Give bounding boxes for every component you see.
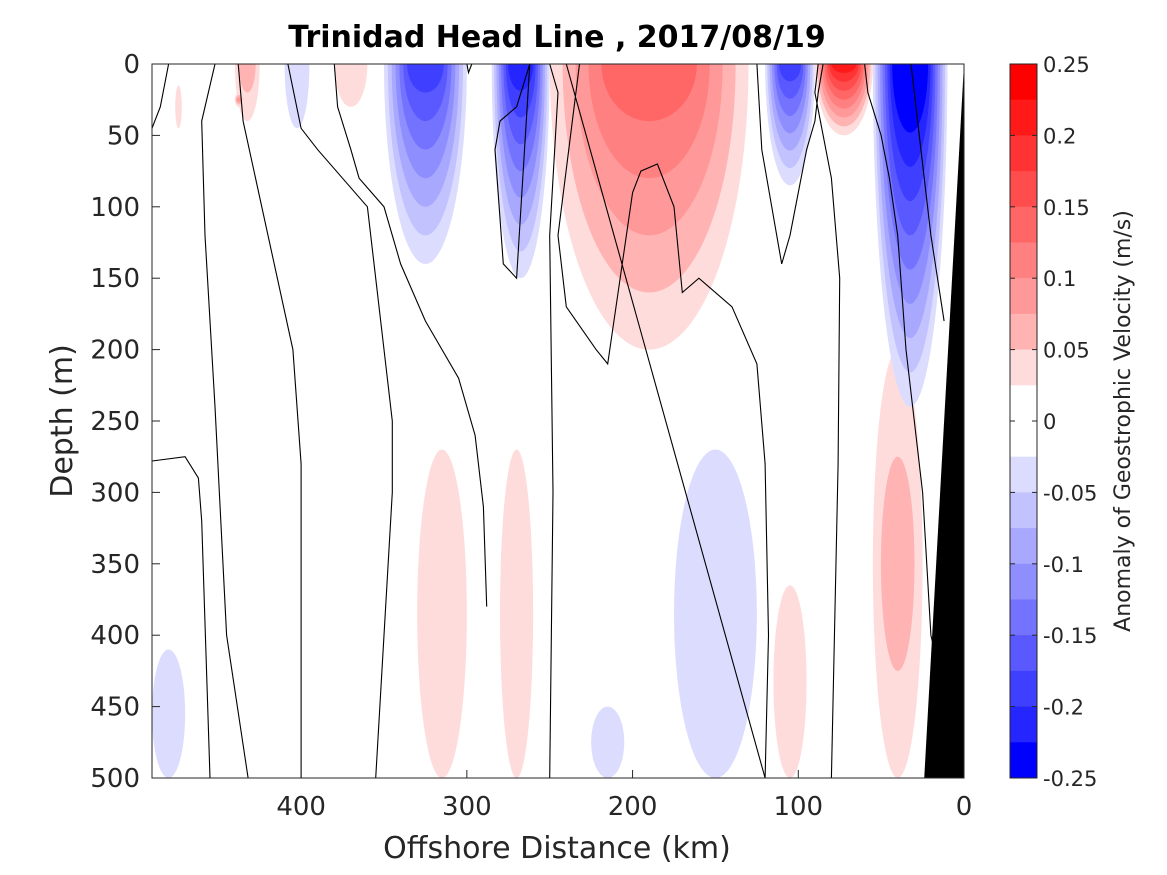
positive-anomaly-region: [175, 85, 182, 129]
zero-contour-line: [910, 64, 945, 322]
y-axis: 0 50 100 150 200 250 300 350 400 450 500: [90, 50, 160, 794]
colorbar-swatch: [1010, 492, 1037, 529]
x-tick-label: 400: [276, 792, 326, 822]
colorbar-swatch: [1010, 242, 1037, 279]
y-tick-label: 300: [90, 478, 140, 508]
colorbar-swatch: [1010, 99, 1037, 136]
positive-anomaly-region: [236, 97, 242, 103]
zero-contour-line: [152, 456, 211, 778]
colorbar-swatch: [1010, 742, 1037, 779]
negative-anomaly-region: [778, 64, 802, 82]
positive-anomaly-region: [601, 64, 697, 122]
zero-contour-line: [201, 64, 249, 778]
y-axis-label: Depth (m): [45, 344, 80, 498]
zero-contour-line: [287, 64, 393, 778]
colorbar-swatch: [1010, 456, 1037, 493]
positive-anomaly-region: [238, 64, 256, 93]
colorbar-tick-label: 0.15: [1043, 196, 1090, 220]
colorbar-swatch: [1010, 635, 1037, 672]
negative-anomaly-region: [407, 64, 444, 93]
colorbar-tick-label: -0.15: [1043, 624, 1097, 648]
plot-content: [152, 64, 964, 778]
y-tick-label: 450: [90, 693, 140, 723]
positive-anomaly-region: [880, 456, 915, 671]
colorbar-tick-label: -0.2: [1043, 696, 1084, 720]
x-axis: 400 300 200 100 0: [276, 770, 972, 822]
colorbar-swatch: [1010, 421, 1037, 458]
y-tick-label: 500: [90, 764, 140, 794]
colorbar-tick-label: 0: [1043, 410, 1056, 434]
x-tick-label: 0: [956, 792, 973, 822]
zero-contour-line: [549, 64, 559, 778]
colorbar-swatch: [1010, 313, 1037, 351]
zero-contour-line: [333, 64, 488, 607]
colorbar-tick-label: -0.25: [1043, 767, 1097, 791]
colorbar-swatch: [1010, 599, 1037, 636]
plot-area: [151, 63, 965, 779]
seafloor-bathymetry: [924, 64, 964, 778]
zero-contour-line: [557, 64, 770, 778]
colorbar-tick-label: 0.25: [1043, 53, 1090, 77]
negative-anomaly-region: [591, 706, 625, 778]
y-tick-label: 50: [107, 121, 140, 151]
x-tick-label: 300: [442, 792, 492, 822]
negative-anomaly-region: [152, 649, 186, 778]
y-tick-label: 250: [90, 407, 140, 437]
colorbar-tick-label: -0.1: [1043, 553, 1084, 577]
positive-anomaly-region: [831, 64, 857, 73]
x-tick-label: 100: [773, 792, 823, 822]
colorbar: 0.25 0.2 0.15 0.1 0.05 0 -0.05 -0.1 -0.15 -0.2 -0.…: [1009, 53, 1097, 791]
colorbar-swatch: [1010, 563, 1037, 600]
colorbar-swatch: [1010, 528, 1037, 565]
colorbar-swatch: [1010, 385, 1037, 422]
zero-contour-line: [494, 64, 531, 280]
zero-contour-line: [237, 64, 302, 778]
y-tick-label: 400: [90, 621, 140, 651]
colorbar-tick-label: 0.1: [1043, 267, 1076, 291]
x-axis-label: Offshore Distance (km): [383, 831, 731, 866]
positive-anomaly-region: [773, 585, 807, 778]
chart-title: Trinidad Head Line , 2017/08/19: [288, 20, 825, 55]
colorbar-swatch: [1010, 135, 1037, 172]
colorbar-swatch: [1010, 349, 1037, 386]
zero-contour-line: [756, 64, 829, 265]
colorbar-swatch: [1010, 171, 1037, 208]
x-tick-label: 200: [608, 792, 658, 822]
negative-anomaly-region: [508, 64, 534, 91]
colorbar-tick-label: -0.05: [1043, 481, 1097, 505]
colorbar-tick-label: 0.05: [1043, 339, 1090, 363]
y-tick-label: 100: [90, 193, 140, 223]
positive-anomaly-region: [334, 64, 368, 107]
negative-anomaly-region: [674, 449, 757, 778]
y-tick-label: 200: [90, 336, 140, 366]
zero-contour-line: [466, 64, 473, 75]
colorbar-label: Anomaly of Geostrophic Velocity (m/s): [1111, 210, 1136, 632]
negative-anomaly-region: [894, 64, 926, 99]
colorbar-swatch: [1010, 670, 1037, 708]
colorbar-swatch: [1010, 64, 1037, 101]
zero-contour-line: [814, 64, 841, 778]
colorbar-swatch: [1010, 706, 1037, 743]
zero-contour-line: [152, 64, 170, 129]
positive-anomaly-region: [499, 449, 534, 778]
colorbar-swatch: [1010, 206, 1037, 243]
colorbar-swatch: [1010, 278, 1037, 315]
zero-contour-line: [864, 64, 964, 778]
y-tick-label: 150: [90, 264, 140, 294]
positive-anomaly-region: [417, 449, 467, 778]
plot-background: [152, 64, 964, 778]
y-tick-label: 0: [123, 50, 140, 80]
y-tick-label: 350: [90, 550, 140, 580]
colorbar-tick-label: 0.2: [1043, 124, 1076, 148]
